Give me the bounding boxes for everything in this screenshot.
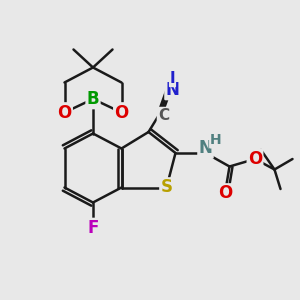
Text: S: S <box>160 178 172 196</box>
Text: H: H <box>210 134 222 147</box>
Text: N: N <box>166 81 179 99</box>
Text: C: C <box>158 108 169 123</box>
Text: F: F <box>87 219 99 237</box>
Text: O: O <box>248 150 262 168</box>
Text: O: O <box>57 103 72 122</box>
Text: B: B <box>87 90 99 108</box>
Text: O: O <box>114 103 129 122</box>
Text: I: I <box>170 71 175 86</box>
Text: N: N <box>199 140 212 158</box>
Text: O: O <box>218 184 232 202</box>
